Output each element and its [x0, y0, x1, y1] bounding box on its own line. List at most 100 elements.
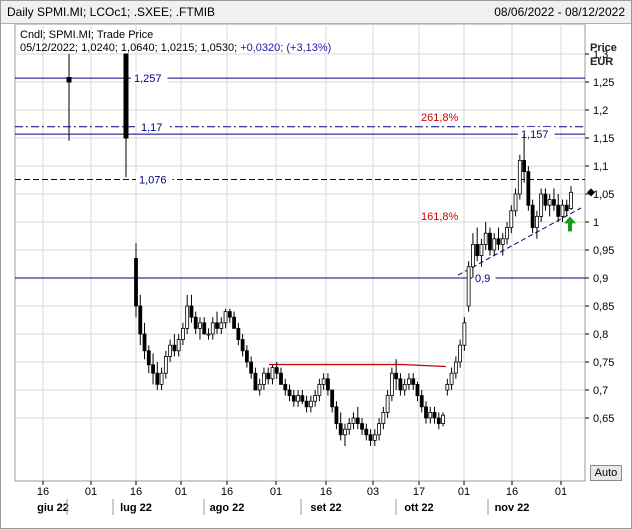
y-tick-label: 1,25	[593, 77, 614, 89]
x-tick-label: 16	[320, 486, 332, 498]
candle-body	[415, 383, 420, 396]
x-tick-label: 01	[270, 486, 282, 498]
candle-body	[556, 204, 561, 217]
candle-body	[453, 361, 458, 374]
fib-label: 261,8%	[421, 112, 459, 124]
candle-body	[198, 322, 202, 329]
candle-body	[313, 395, 318, 402]
date-range: 08/06/2022 - 08/12/2022	[494, 5, 625, 19]
y-tick-label: 0,9	[593, 273, 608, 285]
candle-body	[193, 316, 198, 329]
candle-body	[496, 238, 501, 245]
candle-body	[249, 361, 254, 374]
candle-body	[296, 395, 300, 402]
candle-body	[372, 434, 377, 441]
candle-body	[236, 327, 241, 340]
candle-body	[564, 204, 569, 212]
y-axis-unit: EUR	[590, 56, 613, 68]
candle-body	[534, 215, 539, 228]
x-tick-label: 16	[37, 486, 49, 498]
candle-body	[257, 383, 262, 391]
level-label: 1,17	[141, 122, 162, 134]
candle-body	[240, 339, 245, 352]
candle-body	[123, 53, 129, 139]
y-tick-label: 1	[593, 217, 599, 229]
candle-body	[441, 414, 445, 425]
level-label-bg	[131, 71, 168, 85]
x-tick-label: 01	[555, 486, 567, 498]
x-month-label: giu 22	[37, 502, 69, 514]
y-tick-label: 1,2	[593, 105, 608, 117]
candle-body	[176, 339, 181, 352]
price-chart[interactable]: 1,3 1,25 1,2 1,15 1,1 1,05 1 0,95 0,9 0,85 0,8 0,75…	[1, 24, 631, 528]
last-price-marker	[587, 188, 595, 197]
level-label: 1,076	[139, 174, 167, 186]
candle-body	[377, 423, 381, 436]
candle-body	[283, 383, 288, 391]
y-tick-label: 0,7	[593, 385, 608, 397]
auto-scale-button[interactable]: Auto	[590, 465, 622, 481]
candle-body	[262, 372, 266, 385]
candle-body	[215, 322, 219, 329]
candle-body	[181, 327, 185, 340]
x-tick-label: 16	[506, 486, 518, 498]
candle-body	[445, 383, 450, 391]
level-label: 1,157	[521, 129, 549, 141]
plot-area	[14, 24, 586, 482]
x-tick-label: 16	[130, 486, 142, 498]
y-tick-label: 1,3	[593, 49, 608, 61]
candle-body	[466, 266, 471, 307]
candle-body	[547, 199, 552, 206]
level-label-bg	[472, 271, 496, 284]
candle-body	[509, 210, 514, 229]
candle-body	[347, 423, 352, 430]
candle-body	[385, 395, 390, 413]
candle-body	[159, 372, 164, 385]
candle-body	[360, 423, 364, 430]
legend-line2: 05/12/2022; 1,0240; 1,0640; 1,0215; 1,05…	[20, 42, 331, 54]
candle-body	[428, 411, 433, 419]
candle-body	[402, 383, 407, 391]
level-label-bg	[136, 172, 173, 186]
y-tick-label: 0,8	[593, 329, 608, 341]
candle-body	[168, 344, 173, 357]
candle-body	[330, 389, 335, 408]
candle-body	[300, 395, 305, 402]
x-month-label: ott 22	[404, 502, 433, 514]
candle-body	[134, 257, 138, 307]
y-axis-title: Price	[590, 42, 617, 54]
candle-body	[189, 305, 194, 318]
y-tick-label: 0,85	[593, 301, 614, 313]
candle-body	[398, 378, 403, 391]
candle-body	[492, 238, 497, 251]
candle-body	[419, 395, 424, 408]
candle-body	[483, 232, 488, 245]
candle-body	[513, 193, 518, 212]
candle-body	[449, 372, 454, 385]
level-label: 0,9	[475, 273, 490, 285]
candle-body	[334, 406, 339, 424]
level-label: 1,257	[134, 73, 162, 85]
x-month-label: nov 22	[495, 502, 530, 514]
candle-body	[475, 243, 480, 256]
candle-body	[569, 191, 573, 209]
level-label-bg	[518, 127, 555, 141]
x-month-label: lug 22	[120, 502, 152, 514]
candle-body	[223, 311, 228, 324]
candle-body	[407, 378, 411, 385]
candle-body	[163, 355, 168, 374]
candle-body	[411, 378, 416, 385]
candle-body	[219, 322, 224, 329]
candle-body	[560, 204, 565, 217]
y-tick-label: 0,65	[593, 413, 614, 425]
candle-body	[522, 159, 526, 172]
candle-body	[479, 243, 484, 256]
candle-body	[253, 372, 258, 391]
y-tick-label: 1,15	[593, 133, 614, 145]
x-tick-label: 01	[458, 486, 470, 498]
candle-body	[526, 171, 531, 206]
candle-body	[172, 344, 177, 352]
fib-label: 161,8%	[421, 211, 459, 223]
legend-line1: Cndl; SPMI.MI; Trade Price	[20, 29, 153, 41]
